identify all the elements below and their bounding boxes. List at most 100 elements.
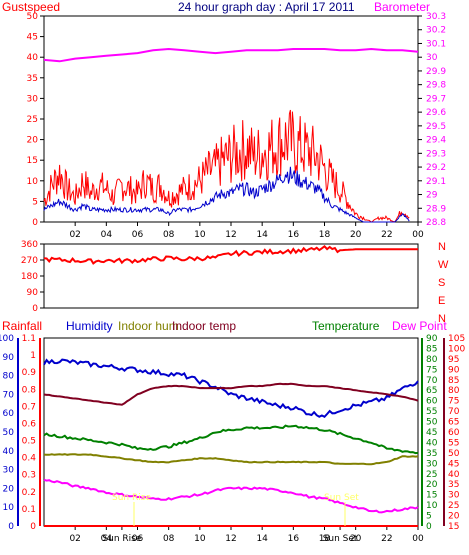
climate-x-tick-label: 00: [412, 534, 424, 544]
dewpoint-tick-label: 45: [448, 459, 459, 469]
gust-tick-label: 0: [32, 218, 38, 228]
compass-label: W: [438, 259, 449, 271]
wind-x-tick-label: 00: [412, 230, 424, 240]
climate-series: [43, 358, 419, 527]
climate-x-tick-label: 18: [319, 534, 331, 544]
series-temperature: [43, 424, 419, 455]
wind-x-tick-label: 06: [132, 230, 144, 240]
rainfall-tick-label: 1: [30, 351, 36, 361]
rainfall-tick-label: 0.6: [22, 419, 37, 429]
dewpoint-tick-label: 25: [448, 501, 459, 511]
climate-x-tick-label: 08: [163, 534, 175, 544]
humidity-tick-label: 80: [3, 372, 15, 382]
barometer-ticks: 28.8 28.9 29 29.1 29.2 29.3 29.4 29.5 29.6 29.7 29…: [418, 12, 446, 228]
wind-x-tick-label: 04: [101, 230, 113, 240]
baro-tick-label: 29.6: [426, 108, 446, 118]
baro-tick-label: 29.5: [426, 122, 446, 132]
temperature-tick-label: 65: [426, 386, 437, 396]
dewpoint-tick-label: 65: [448, 418, 459, 428]
series-indoor-hum: [43, 453, 419, 466]
gust-tick-label: 35: [27, 74, 38, 84]
temperature-tick-label: 40: [426, 438, 438, 448]
wind-x-tick-label: 12: [225, 230, 236, 240]
humidity-tick-label: 50: [3, 428, 15, 438]
dewpoint-tick-label: 20: [448, 512, 460, 522]
series-gustspeed: [43, 109, 410, 223]
temperature-tick-label: 35: [426, 449, 437, 459]
humidity-tick-label: 40: [3, 447, 15, 457]
series-humidity: [43, 358, 419, 419]
dewpoint-tick-label: 90: [448, 365, 460, 375]
humidity-tick-label: 0: [8, 522, 14, 532]
temperature-tick-label: 15: [426, 491, 437, 501]
rainfall-tick-label: 0.5: [22, 437, 36, 447]
series-barometer: [43, 47, 419, 63]
temperature-tick-label: 80: [426, 355, 438, 365]
legend-indoor-hum: Indoor hum: [118, 319, 179, 333]
baro-tick-label: 29.3: [426, 149, 446, 159]
temperature-tick-label: 60: [426, 397, 438, 407]
humidity-tick-label: 20: [3, 484, 15, 494]
sun-rise-annotation: Sun Rise: [112, 493, 151, 503]
temperature-tick-label: 20: [426, 480, 438, 490]
gustspeed-axis-label: Gustspeed: [2, 0, 60, 14]
wind-x-tick-label: 10: [194, 230, 206, 240]
temperature-tick-label: 55: [426, 407, 437, 417]
temperature-tick-label: 50: [426, 418, 438, 428]
baro-tick-label: 30: [426, 53, 438, 63]
wind-x-tick-label: 22: [381, 230, 392, 240]
direction-tick-label: 270: [21, 256, 38, 266]
series-windspeed: [43, 166, 410, 223]
humidity-tick-label: 60: [3, 409, 15, 419]
dewpoint-tick-label: 100: [448, 344, 465, 354]
baro-tick-label: 29.9: [426, 67, 446, 77]
climate-x-tick-label: Sun Set: [323, 534, 358, 544]
chart-title: 24 hour graph day : April 17 2011: [178, 0, 355, 14]
legend-dew-point: Dew Point: [392, 319, 447, 333]
legend-rainfall: Rainfall: [2, 319, 42, 333]
direction-tick-label: 180: [21, 272, 38, 282]
humidity-tick-label: 70: [3, 390, 15, 400]
compass-label: S: [438, 277, 445, 289]
direction-tick-label: 0: [32, 304, 38, 314]
climate-x-tick-label: Sun Rise: [102, 534, 141, 544]
rainfall-tick-label: 0.4: [22, 454, 37, 464]
series-wind-direction: [43, 244, 418, 265]
temperature-tick-label: 90: [426, 334, 438, 344]
legend-indoor-temp: Indoor temp: [172, 319, 236, 333]
direction-series: [43, 244, 418, 265]
dewpoint-tick-label: 55: [448, 438, 459, 448]
dewpoint-tick-label: 75: [448, 397, 459, 407]
rainfall-tick-label: 0: [30, 522, 36, 532]
temperature-tick-label: 45: [426, 428, 437, 438]
gust-tick-label: 10: [27, 177, 39, 187]
temperature-tick-label: 25: [426, 470, 437, 480]
dewpoint-tick-label: 15: [448, 522, 459, 532]
compass-label: E: [438, 295, 445, 307]
climate-x-tick-label: 12: [225, 534, 236, 544]
dewpoint-tick-label: 50: [448, 449, 460, 459]
gustspeed-ticks: 0 5 10 15 20 25 30 35 40 45 50: [27, 12, 44, 228]
climate-x-tick-label: 22: [381, 534, 392, 544]
baro-tick-label: 29.8: [426, 81, 446, 91]
temperature-tick-label: 30: [426, 459, 438, 469]
dewpoint-tick-label: 60: [448, 428, 460, 438]
compass-label: N: [438, 241, 446, 253]
gust-tick-label: 40: [27, 53, 39, 63]
dewpoint-tick-label: 85: [448, 376, 459, 386]
temperature-tick-label: 10: [426, 501, 438, 511]
climate-x-tick-label: 20: [350, 534, 362, 544]
baro-tick-label: 28.9: [426, 204, 446, 214]
temperature-tick-label: 0: [426, 522, 432, 532]
wind-series: [43, 47, 419, 223]
temperature-tick-label: 85: [426, 344, 437, 354]
temperature-tick-label: 70: [426, 376, 438, 386]
barometer-axis-label: Barometer: [374, 0, 430, 14]
humidity-tick-label: 90: [3, 353, 15, 363]
dewpoint-tick-label: 70: [448, 407, 460, 417]
rainfall-tick-label: 0.3: [22, 471, 36, 481]
climate-x-tick-label: 04: [101, 534, 113, 544]
